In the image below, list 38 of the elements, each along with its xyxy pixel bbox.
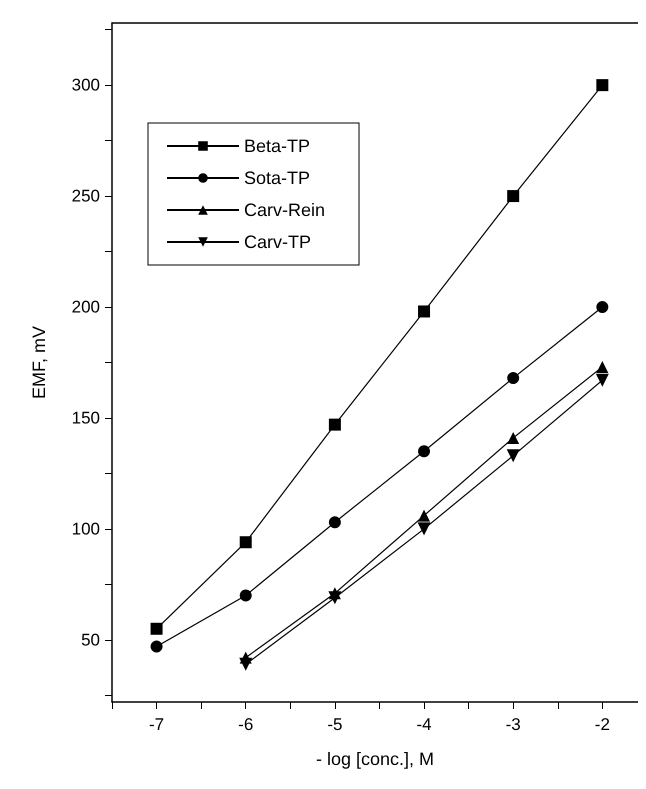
point	[240, 536, 252, 548]
x-tick-label: -2	[594, 715, 610, 734]
x-tick-label: -7	[149, 715, 164, 734]
x-tick-label: -5	[327, 715, 342, 734]
y-tick-label: 150	[72, 408, 100, 428]
point	[596, 79, 608, 92]
point	[150, 640, 163, 653]
point	[239, 658, 252, 671]
point	[150, 622, 163, 635]
point	[418, 445, 430, 458]
legend-label: Carv-TP	[244, 232, 311, 252]
legend-label: Carv-Rein	[244, 200, 326, 220]
y-tick-label: 100	[72, 519, 100, 538]
point	[418, 305, 430, 318]
point	[596, 301, 608, 314]
y-tick-label: 300	[72, 76, 100, 95]
point	[240, 589, 252, 602]
point	[596, 374, 609, 387]
point	[507, 432, 520, 444]
point	[328, 591, 342, 604]
legend-label: Sota-TP	[244, 168, 310, 188]
y-tick-label: 200	[72, 298, 100, 317]
point	[418, 510, 430, 522]
legend-label: Beta-TP	[244, 136, 310, 156]
y-axis-title: EMF, mV	[29, 326, 49, 400]
point	[418, 522, 431, 536]
x-axis-title: - log [conc.], M	[316, 749, 434, 769]
point	[506, 449, 520, 462]
y-tick-label: 50	[81, 630, 100, 650]
x-tick-label: -6	[238, 715, 254, 734]
point	[328, 516, 341, 528]
x-tick-label: -4	[416, 715, 432, 734]
point	[596, 360, 608, 373]
point	[507, 372, 520, 384]
point	[507, 190, 520, 202]
y-tick-label: 250	[72, 186, 100, 206]
x-tick-label: -3	[506, 715, 521, 734]
point	[328, 418, 341, 431]
